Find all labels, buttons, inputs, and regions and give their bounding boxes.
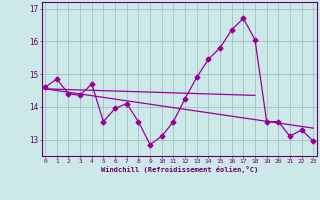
X-axis label: Windchill (Refroidissement éolien,°C): Windchill (Refroidissement éolien,°C) (100, 166, 258, 173)
